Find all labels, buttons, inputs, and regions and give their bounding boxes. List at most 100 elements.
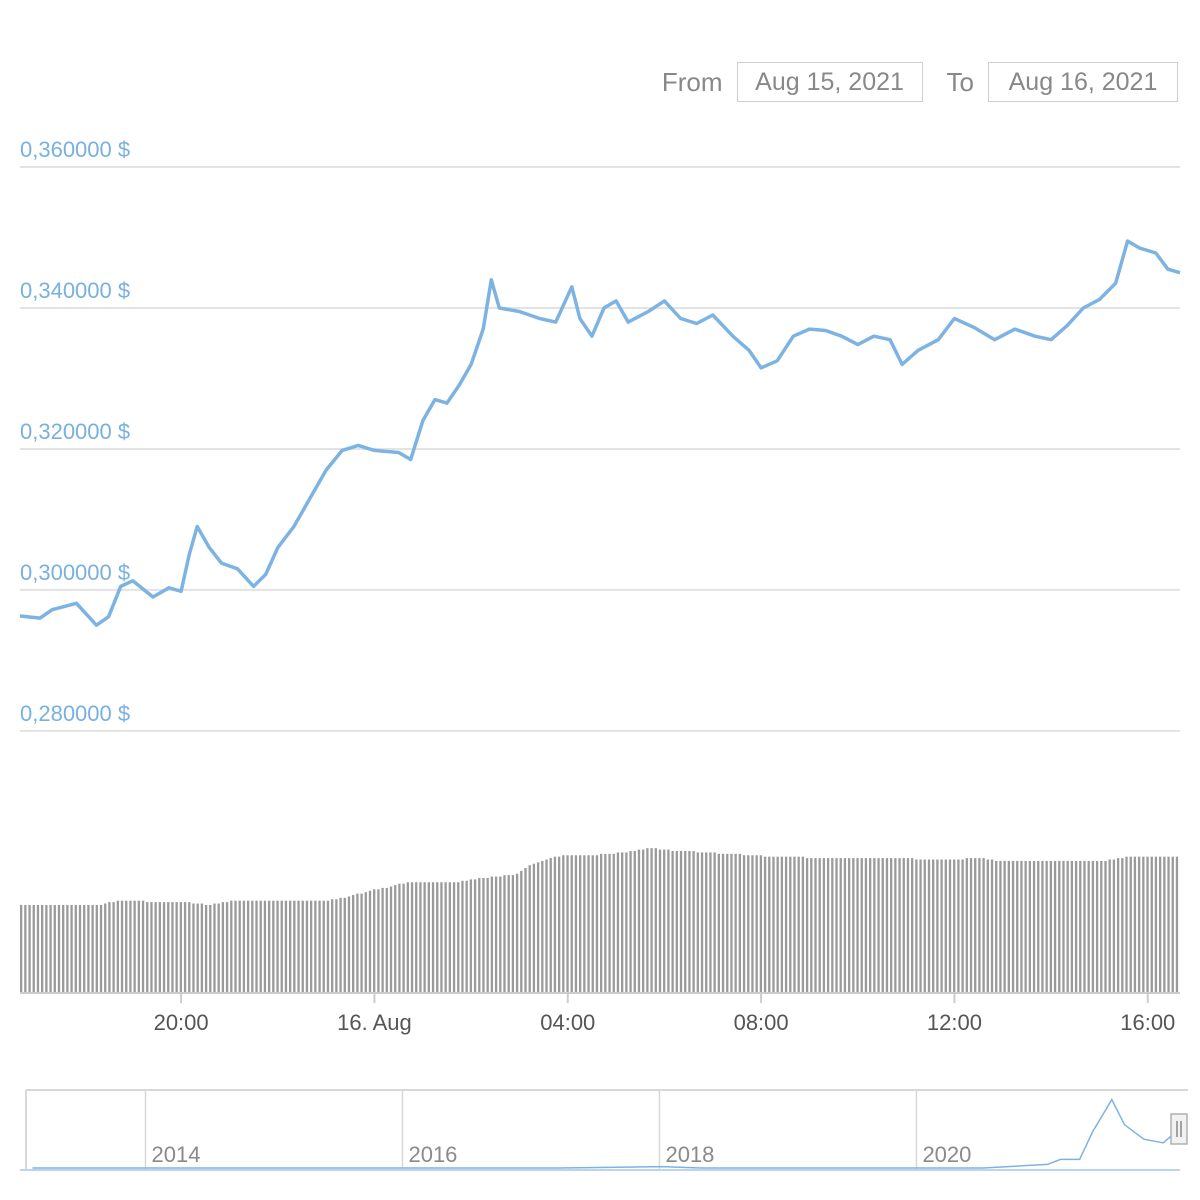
volume-bar [120, 900, 124, 993]
volume-bar [705, 852, 708, 993]
volume-bar [24, 904, 27, 993]
volume-bar [1083, 860, 1086, 993]
volume-bar [259, 900, 262, 993]
volume-bar [272, 900, 275, 993]
volume-bar [957, 859, 960, 993]
volume-bar [843, 858, 847, 993]
volume-bar [1062, 860, 1065, 993]
volume-bars [20, 848, 1179, 993]
volume-bar [595, 855, 599, 993]
volume-bar [999, 860, 1002, 993]
volume-bar [1104, 860, 1107, 993]
volume-bar [826, 858, 830, 993]
volume-bar [1150, 856, 1153, 993]
volume-bar [742, 855, 746, 993]
volume-bar [772, 856, 775, 993]
volume-bar [578, 855, 582, 993]
volume-bar [663, 849, 666, 993]
volume-bar [763, 856, 767, 993]
volume-bar [696, 852, 699, 993]
volume-bar [700, 852, 704, 993]
volume-bar [225, 902, 229, 993]
volume-bar [32, 904, 35, 993]
volume-bar [242, 900, 246, 993]
volume-bar [368, 890, 372, 993]
volume-bar [91, 904, 94, 993]
volume-bar [524, 868, 527, 993]
volume-bar [562, 855, 565, 993]
volume-bar [974, 858, 977, 993]
x-tick-label: 16. Aug [337, 1010, 412, 1035]
volume-bar [217, 903, 220, 993]
volume-bar [536, 862, 540, 993]
x-tick-label: 04:00 [540, 1010, 595, 1035]
x-tick-label: 20:00 [154, 1010, 209, 1035]
volume-bar [494, 876, 498, 993]
volume-bar [141, 900, 145, 993]
volume-bar [133, 900, 136, 993]
volume-bar [940, 859, 943, 993]
volume-bar [978, 858, 981, 993]
volume-bar [726, 853, 729, 993]
volume-bar [1142, 856, 1145, 993]
volume-bar [1049, 860, 1053, 993]
volume-bar [326, 900, 330, 993]
volume-bar [385, 887, 388, 993]
volume-bar [860, 858, 863, 993]
volume-bar [473, 879, 477, 993]
volume-bar [835, 858, 838, 993]
navigator-year-label: 2020 [922, 1142, 971, 1167]
from-date-input[interactable]: Aug 15, 2021 [736, 62, 923, 102]
volume-bar [515, 873, 519, 993]
volume-bar [1074, 860, 1078, 993]
volume-bar [53, 904, 56, 993]
volume-bar [104, 903, 107, 993]
volume-bar [234, 900, 237, 993]
volume-bar [679, 851, 683, 993]
navigator-handle[interactable] [1170, 1113, 1188, 1145]
volume-bar [335, 899, 338, 993]
volume-bar [200, 903, 204, 993]
volume-bar [137, 900, 140, 993]
volume-bar [162, 902, 166, 993]
volume-bar [1087, 860, 1090, 993]
volume-bar [1041, 860, 1044, 993]
volume-bar [129, 900, 132, 993]
volume-bar [457, 882, 460, 993]
volume-bar [654, 848, 657, 993]
volume-bar [394, 885, 397, 993]
volume-bar [415, 882, 418, 993]
volume-bar [482, 877, 485, 993]
volume-bar [1171, 856, 1174, 993]
volume-bar [864, 858, 868, 993]
y-tick-label: 0,320000 $ [20, 419, 130, 444]
volume-bar [995, 860, 998, 993]
volume-bar [398, 883, 401, 993]
volume-bar [284, 900, 288, 993]
y-tick-label: 0,280000 $ [20, 701, 130, 726]
volume-bar [600, 853, 603, 993]
volume-bar [801, 856, 805, 993]
volume-bar [221, 902, 225, 993]
volume-bar [280, 900, 283, 993]
volume-bar [381, 887, 384, 993]
volume-bar [213, 903, 216, 993]
volume-bar [188, 902, 191, 993]
from-label: From [661, 66, 723, 97]
volume-bar [1037, 860, 1040, 993]
volume-bar [625, 852, 628, 993]
volume-bar [885, 858, 889, 993]
y-tick-label: 0,340000 $ [20, 278, 130, 303]
volume-bar [1121, 858, 1124, 993]
volume-bar [932, 859, 935, 993]
volume-bar [1167, 856, 1170, 993]
to-date-input[interactable]: Aug 16, 2021 [988, 62, 1178, 102]
volume-bar [839, 858, 842, 993]
volume-bar [965, 858, 968, 993]
volume-bar [541, 860, 544, 993]
volume-bar [293, 900, 296, 993]
volume-bar [831, 858, 834, 993]
volume-bar [528, 865, 531, 993]
volume-bar [154, 902, 157, 993]
volume-bar [557, 856, 561, 993]
